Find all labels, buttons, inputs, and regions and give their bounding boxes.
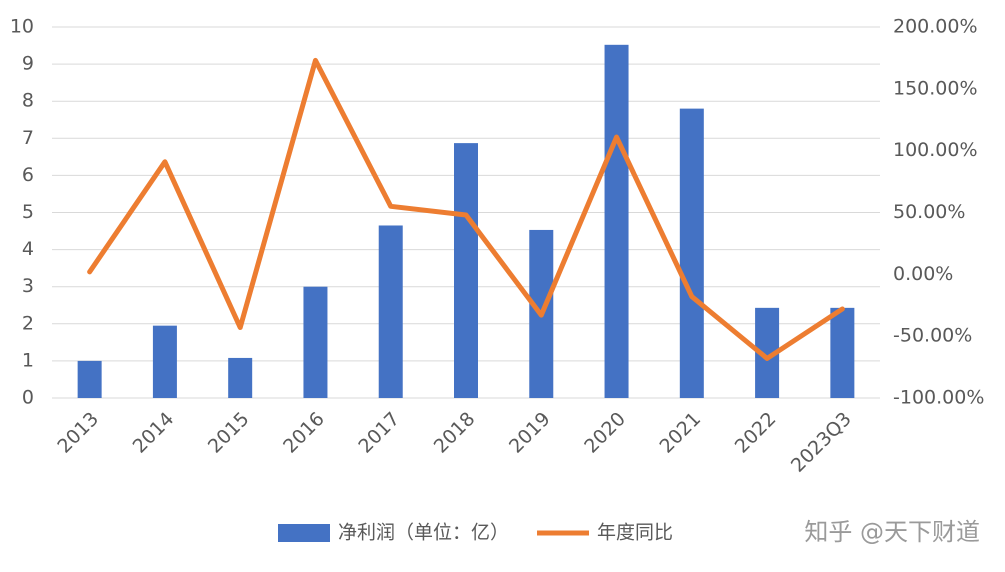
bar (378, 225, 403, 398)
line (87, 57, 845, 361)
x-tick-label: 2018 (430, 408, 480, 458)
x-tick-label: 2016 (279, 408, 329, 458)
y-tick-label: 3 (22, 275, 34, 297)
y2-tick-label: -100.00% (893, 387, 984, 409)
bar (228, 357, 253, 398)
y-tick-label: 10 (10, 16, 34, 38)
y-tick-label: 4 (22, 238, 34, 260)
y-tick-label: 6 (22, 164, 34, 186)
y2-tick-label: 0.00% (893, 263, 953, 285)
y2-tick-label: 200.00% (893, 16, 978, 38)
y-tick-label: 1 (22, 349, 34, 371)
x-tick-label: 2021 (655, 408, 705, 458)
y-tick-label: 0 (22, 387, 34, 409)
legend-swatch (278, 524, 330, 542)
y2-tick-label: 150.00% (893, 77, 978, 99)
y2-tick-label: 100.00% (893, 139, 978, 161)
y-tick-label: 2 (22, 312, 34, 334)
x-tick-label: 2022 (731, 408, 781, 458)
legend-label: 年度同比 (597, 522, 673, 544)
y-tick-label: 7 (22, 127, 34, 149)
bar (152, 325, 177, 398)
y2-tick-label: -50.00% (893, 325, 972, 347)
y-tick-label: 5 (22, 201, 34, 223)
x-tick-label: 2019 (505, 408, 555, 458)
y2-tick-label: 50.00% (893, 201, 965, 223)
bar (604, 44, 629, 399)
x-tick-label: 2014 (129, 408, 179, 458)
legend-label: 净利润（单位：亿） (338, 522, 509, 544)
bar (454, 143, 478, 398)
y-tick-label: 9 (22, 53, 34, 75)
x-tick-label: 2023Q3 (787, 408, 856, 477)
bar (77, 360, 102, 398)
x-tick-label: 2020 (580, 408, 630, 458)
bar (679, 108, 704, 399)
x-tick-label: 2015 (204, 408, 254, 458)
x-tick-label: 2017 (354, 408, 404, 458)
watermark: 知乎 @天下财道 (804, 518, 980, 546)
bar (830, 307, 855, 398)
x-tick-label: 2013 (53, 408, 103, 458)
y-tick-label: 8 (22, 90, 34, 112)
bar (303, 286, 328, 398)
